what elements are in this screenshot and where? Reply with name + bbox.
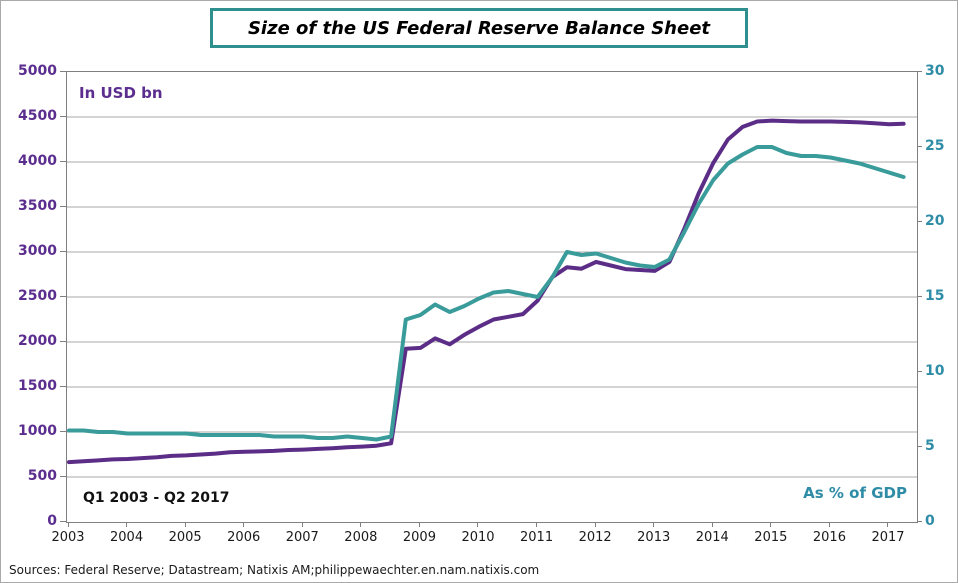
right-axis-tick-label: 10: [925, 363, 945, 379]
right-axis-tick: [917, 295, 922, 297]
x-axis-year-label: 2006: [227, 530, 261, 545]
x-axis-tick: [126, 522, 128, 527]
left-axis-tick-label: 5000: [18, 63, 57, 79]
source-attribution: Sources: Federal Reserve; Datastream; Na…: [9, 563, 540, 577]
x-axis-year-label: 2013: [637, 530, 671, 545]
x-axis-year-label: 2011: [520, 530, 554, 545]
left-axis-tick-label: 2500: [18, 288, 57, 304]
x-axis-tick: [653, 522, 655, 527]
x-axis-year-label: 2017: [871, 530, 905, 545]
x-axis-tick: [594, 522, 596, 527]
right-axis-tick: [917, 220, 922, 222]
left-axis-tick: [60, 115, 66, 117]
x-axis-year-label: 2007: [285, 530, 319, 545]
period-range-label: Q1 2003 - Q2 2017: [83, 490, 230, 506]
left-axis-tick: [60, 295, 66, 297]
right-axis-tick-label: 20: [925, 213, 945, 229]
left-axis-tick: [60, 385, 66, 387]
x-axis-tick: [770, 522, 772, 527]
x-axis-tick: [243, 522, 245, 527]
x-axis-tick: [711, 522, 713, 527]
x-axis-tick: [67, 522, 69, 527]
left-axis-tick: [60, 520, 66, 522]
chart-canvas: [67, 116, 917, 478]
right-axis-tick: [917, 445, 922, 447]
right-axis-tick: [917, 520, 922, 522]
gdp-percent-line: [67, 145, 906, 442]
left-axis-tick-label: 3500: [18, 198, 57, 214]
left-axis-tick-label: 4000: [18, 153, 57, 169]
left-axis-tick-label: 0: [47, 513, 57, 529]
left-axis-tick: [60, 160, 66, 162]
x-axis-tick: [477, 522, 479, 527]
x-axis-year-label: 2012: [578, 530, 612, 545]
x-axis-year-label: 2004: [110, 530, 144, 545]
plot-area: [66, 71, 918, 523]
left-axis-tick: [60, 475, 66, 477]
left-axis-tick: [60, 340, 66, 342]
x-axis-year-label: 2010: [461, 530, 495, 545]
right-axis-tick-label: 25: [925, 138, 945, 154]
x-axis-year-label: 2016: [812, 530, 846, 545]
x-axis-year-label: 2005: [168, 530, 202, 545]
x-axis-year-label: 2003: [51, 530, 85, 545]
x-axis-year-label: 2008: [344, 530, 378, 545]
left-axis-tick: [60, 430, 66, 432]
x-axis-tick: [184, 522, 186, 527]
left-axis-tick: [60, 205, 66, 207]
left-axis-unit-label: In USD bn: [79, 84, 163, 102]
left-axis-tick-label: 1000: [18, 423, 57, 439]
left-axis-tick-label: 1500: [18, 378, 57, 394]
x-axis-year-label: 2014: [695, 530, 729, 545]
x-axis-tick: [418, 522, 420, 527]
right-axis-unit-label: As % of GDP: [803, 484, 907, 502]
x-axis-year-label: 2015: [754, 530, 788, 545]
left-axis-tick-label: 2000: [18, 333, 57, 349]
x-axis-tick: [536, 522, 538, 527]
x-axis-tick: [360, 522, 362, 527]
right-axis-tick: [917, 370, 922, 372]
left-axis-tick: [60, 70, 66, 72]
left-axis-tick-label: 500: [27, 468, 57, 484]
x-axis-year-label: 2009: [402, 530, 436, 545]
x-axis-tick: [887, 522, 889, 527]
left-axis-tick-label: 3000: [18, 243, 57, 259]
right-axis-tick-label: 0: [925, 513, 935, 529]
right-axis-tick: [917, 145, 922, 147]
left-axis-tick-label: 4500: [18, 108, 57, 124]
chart-title-box: Size of the US Federal Reserve Balance S…: [210, 8, 748, 48]
x-axis-tick: [301, 522, 303, 527]
right-axis-tick-label: 5: [925, 438, 935, 454]
right-axis-tick: [917, 70, 922, 72]
right-axis-tick-label: 30: [925, 63, 945, 79]
balance-sheet-line: [67, 118, 906, 465]
right-axis-tick-label: 15: [925, 288, 945, 304]
left-axis-tick: [60, 250, 66, 252]
x-axis-tick: [828, 522, 830, 527]
chart-title: Size of the US Federal Reserve Balance S…: [247, 17, 711, 39]
